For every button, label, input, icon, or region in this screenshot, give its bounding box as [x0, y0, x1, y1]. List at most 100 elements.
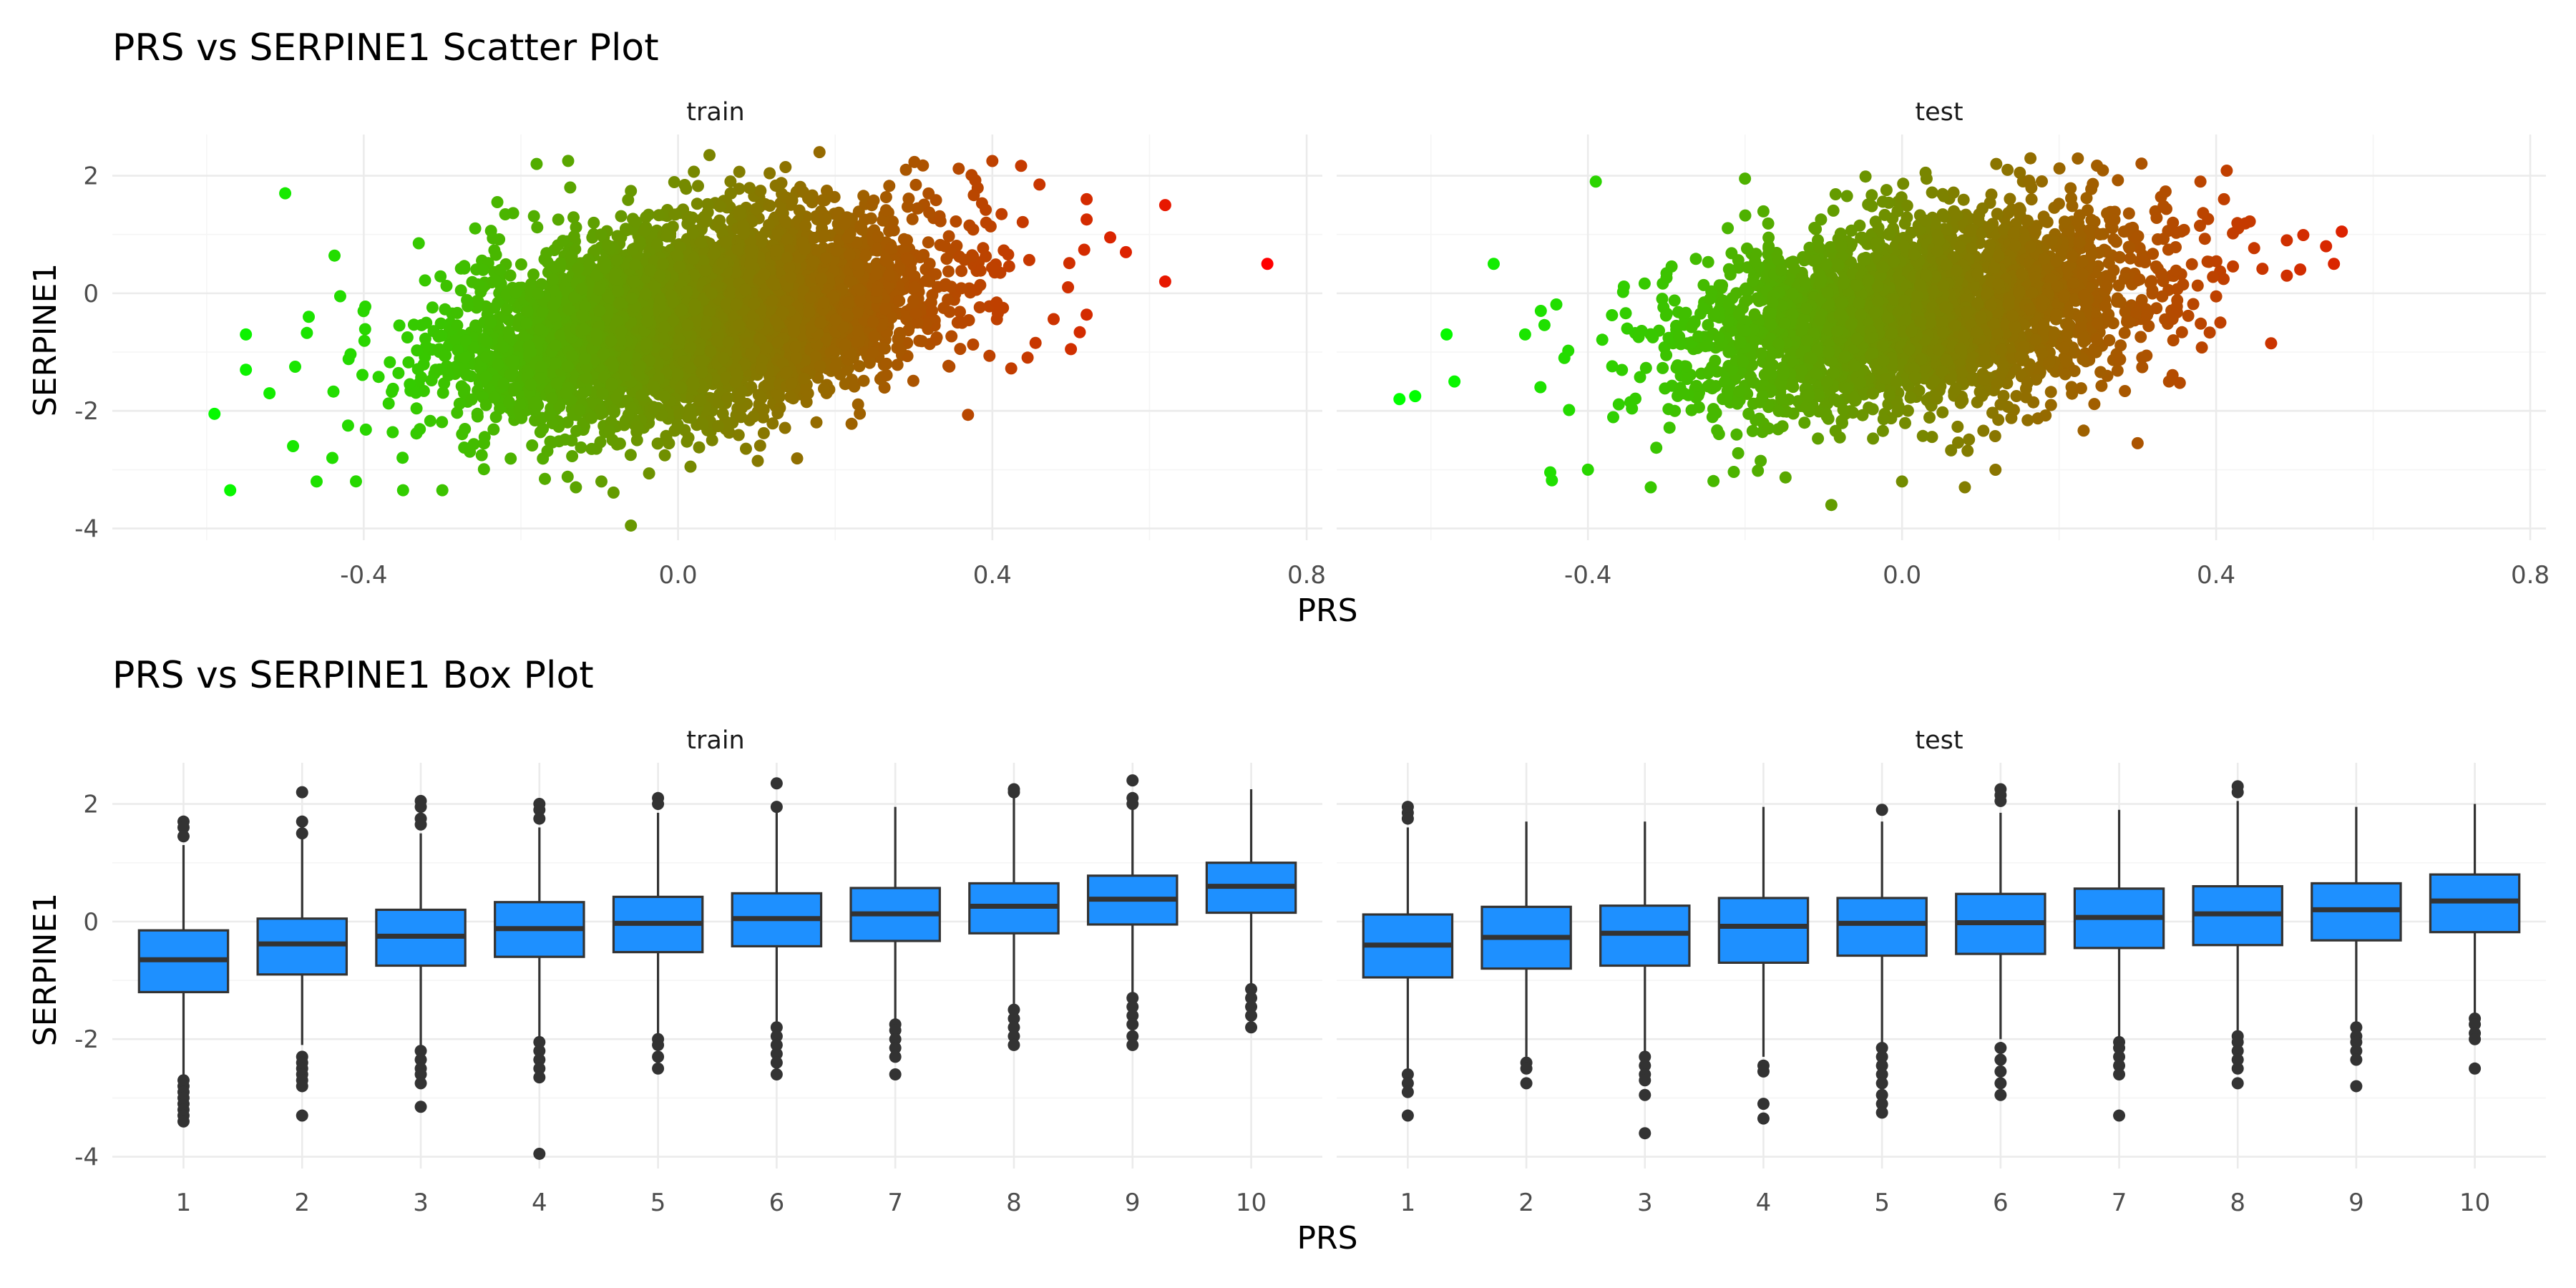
scatter-point — [753, 439, 766, 452]
scatter-point — [469, 222, 482, 235]
scatter-point — [680, 435, 693, 448]
scatter-point — [883, 180, 896, 192]
scatter-point — [850, 336, 863, 348]
scatter-point — [514, 398, 527, 411]
scatter-point — [706, 434, 718, 447]
scatter-point — [410, 402, 423, 415]
scatter-point — [436, 416, 449, 429]
scatter-point — [640, 211, 653, 224]
scatter-point — [852, 325, 864, 338]
scatter-point — [660, 230, 673, 243]
scatter-point — [425, 374, 438, 386]
scatter-point — [585, 411, 598, 424]
scatter-point — [509, 381, 522, 394]
scatter-point — [763, 167, 776, 180]
scatter-point — [1029, 336, 1042, 349]
scatter-point — [884, 242, 897, 255]
scatter-point — [401, 331, 414, 343]
scatter-point — [942, 359, 955, 372]
scatter-point — [492, 358, 504, 371]
scatter-point — [880, 369, 893, 381]
scatter-point — [628, 275, 640, 288]
scatter-point — [459, 351, 472, 364]
scatter-point — [671, 369, 684, 381]
scatter-point — [857, 374, 870, 387]
scatter-point — [682, 411, 695, 424]
scatter-point — [570, 424, 582, 437]
scatter-point — [779, 161, 792, 173]
scatter-strip-test: test — [1915, 98, 1963, 127]
scatter-point — [842, 296, 855, 309]
scatter-point — [559, 433, 572, 446]
scatter-point — [546, 392, 559, 405]
scatter-point — [648, 402, 660, 415]
scatter-point — [289, 361, 301, 373]
scatter-point — [592, 283, 605, 296]
scatter-point — [1073, 326, 1086, 338]
scatter-point — [668, 208, 681, 221]
scatter-point — [372, 371, 385, 384]
scatter-point — [872, 230, 884, 243]
scatter-point — [629, 258, 642, 271]
scatter-point — [950, 215, 962, 228]
scatter-point — [607, 486, 620, 499]
scatter-point — [620, 350, 633, 363]
scatter-point — [693, 394, 706, 407]
scatter-point — [393, 319, 406, 332]
scatter-point — [386, 426, 399, 439]
scatter-point — [658, 390, 670, 403]
scatter-point — [344, 348, 357, 361]
scatter-point — [464, 445, 477, 458]
scatter-point — [983, 349, 996, 362]
scatter-point — [945, 330, 958, 343]
scatter-point — [1023, 253, 1035, 266]
scatter-title: PRS vs SERPINE1 Scatter Plot — [112, 26, 659, 69]
scatter-point — [350, 475, 362, 488]
scatter-point — [554, 258, 567, 270]
scatter-point — [854, 407, 867, 420]
scatter-point — [465, 393, 478, 406]
scatter-point — [1016, 215, 1029, 228]
scatter-point — [967, 223, 980, 236]
scatter-point — [922, 236, 935, 249]
scatter-point — [426, 301, 439, 314]
scatter-point — [572, 262, 585, 275]
scatter-point — [975, 197, 988, 210]
scatter-point — [583, 258, 596, 271]
scatter-point — [684, 460, 697, 473]
scatter-point — [575, 441, 587, 454]
scatter-point — [488, 301, 501, 314]
scatter-point — [754, 185, 767, 197]
scatter-point — [484, 316, 497, 329]
scatter-point — [630, 434, 643, 447]
scatter-point — [565, 250, 578, 263]
scatter-point — [587, 216, 600, 229]
scatter-point — [651, 437, 664, 450]
scatter-point — [409, 386, 422, 399]
scatter-point — [731, 368, 743, 381]
scatter-point — [532, 287, 545, 300]
scatter-point — [781, 233, 794, 245]
scatter-point — [382, 397, 395, 410]
scatter-point — [791, 452, 804, 465]
scatter-point — [1062, 281, 1075, 293]
scatter-point — [477, 463, 490, 476]
scatter-point — [595, 228, 608, 241]
scatter-point — [1005, 362, 1018, 375]
scatter-point — [594, 436, 607, 449]
scatter-point — [671, 250, 684, 263]
scatter-point — [503, 396, 516, 409]
scatter-point — [752, 389, 765, 401]
scatter-point — [879, 303, 892, 316]
scatter-point — [514, 258, 527, 270]
scatter-point — [527, 210, 540, 223]
scatter-point — [956, 316, 969, 329]
scatter-point — [845, 417, 858, 430]
scatter-point — [680, 182, 693, 195]
scatter-point — [541, 444, 554, 457]
scatter-point — [480, 335, 493, 348]
scatter-point — [879, 191, 892, 203]
scatter-point — [721, 391, 734, 404]
scatter-point — [359, 423, 372, 436]
scatter-point — [1015, 160, 1028, 172]
